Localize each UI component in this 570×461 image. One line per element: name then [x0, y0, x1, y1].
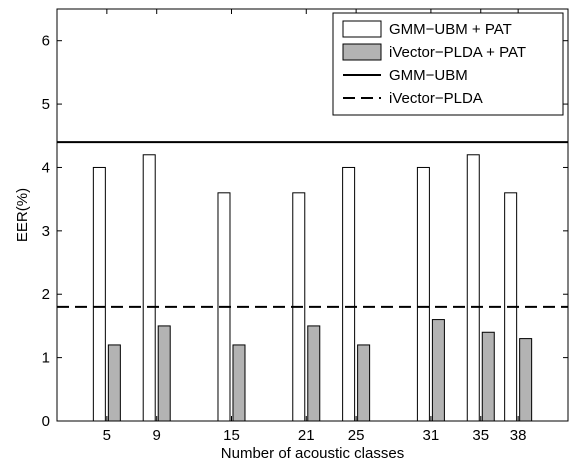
x-tick-label: 21: [298, 427, 315, 444]
bar-gmm-ubm-pat-25: [342, 166, 356, 422]
legend-label: iVector−PLDA: [389, 90, 483, 107]
bar-gmm-ubm-pat-35: [466, 154, 480, 422]
legend-label: GMM−UBM + PAT: [389, 21, 512, 38]
x-axis-label: Number of acoustic classes: [221, 445, 404, 461]
y-tick-label: 1: [42, 350, 50, 367]
x-tick-label: 5: [103, 427, 111, 444]
plot-frame: [56, 8, 569, 422]
bar-ivector-plda-pat-38: [519, 338, 533, 422]
y-tick-label: 5: [42, 96, 50, 113]
x-tick-label: 31: [423, 427, 440, 444]
y-tick-label: 0: [42, 413, 50, 430]
bar-ivector-plda-pat-35: [481, 331, 495, 422]
x-tick-label: 35: [472, 427, 489, 444]
bar-gmm-ubm-pat-9: [142, 154, 156, 422]
y-tick-label: 6: [42, 33, 50, 50]
bar-gmm-ubm-pat-31: [416, 166, 430, 422]
ticks-layer: 0 1 2 3 4 5 6 5 9 15 21 25 31 35 38: [42, 9, 568, 444]
x-tick-label: 15: [223, 427, 240, 444]
legend-label: GMM−UBM: [389, 67, 468, 84]
bar-ivector-plda-pat-25: [357, 344, 371, 422]
x-tick-label: 9: [153, 427, 161, 444]
legend-swatch-gmm-ubm-pat: [342, 20, 382, 38]
bar-ivector-plda-pat-9: [157, 325, 171, 422]
y-tick-label: 2: [42, 286, 50, 303]
bar-ivector-plda-pat-15: [232, 344, 246, 422]
bar-ivector-plda-pat-21: [307, 325, 321, 422]
y-axis-label: EER(%): [14, 188, 31, 242]
reference-lines-layer: [57, 141, 568, 308]
legend: GMM−UBM + PAT iVector−PLDA + PAT GMM−UBM iV…: [332, 12, 564, 116]
plot-border: [56, 8, 569, 422]
legend-swatch-ivector-plda-pat: [342, 43, 382, 61]
bar-ivector-plda-pat-31: [431, 319, 445, 422]
x-tick-label: 25: [348, 427, 365, 444]
legend-label: iVector−PLDA + PAT: [389, 44, 526, 61]
y-tick-label: 3: [42, 223, 50, 240]
x-tick-label: 38: [510, 427, 527, 444]
y-tick-label: 4: [42, 159, 50, 176]
bar-gmm-ubm-pat-5: [92, 166, 106, 422]
bar-ivector-plda-pat-5: [107, 344, 121, 422]
